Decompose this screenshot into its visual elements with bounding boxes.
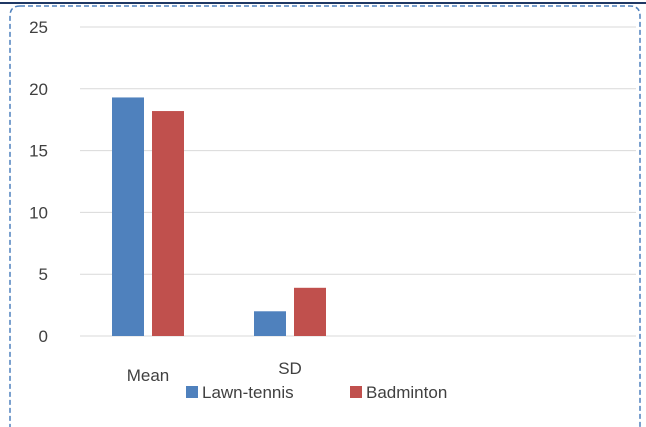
bar-badminton-mean bbox=[152, 111, 184, 336]
y-tick-label: 20 bbox=[29, 80, 48, 99]
chart-frame bbox=[9, 5, 641, 427]
y-tick-label: 5 bbox=[39, 265, 48, 284]
bar-lawn-tennis-sd bbox=[254, 311, 286, 336]
legend-label: Lawn-tennis bbox=[202, 383, 294, 402]
y-tick-label: 25 bbox=[29, 18, 48, 37]
x-tick-label: SD bbox=[278, 359, 302, 378]
legend-swatch bbox=[186, 386, 198, 398]
y-tick-label: 0 bbox=[39, 327, 48, 346]
x-tick-label: Mean bbox=[127, 366, 170, 385]
legend: Lawn-tennis Badminton bbox=[186, 383, 447, 402]
bar-lawn-tennis-mean bbox=[112, 97, 144, 337]
y-tick-label: 15 bbox=[29, 142, 48, 161]
bar-badminton-sd bbox=[294, 287, 326, 336]
bars bbox=[112, 97, 326, 337]
y-axis-ticks: 0 5 10 15 20 25 bbox=[29, 18, 48, 346]
y-tick-label: 10 bbox=[29, 203, 48, 222]
legend-swatch bbox=[350, 386, 362, 398]
x-axis-ticks: Mean SD bbox=[127, 359, 302, 385]
legend-label: Badminton bbox=[366, 383, 447, 402]
